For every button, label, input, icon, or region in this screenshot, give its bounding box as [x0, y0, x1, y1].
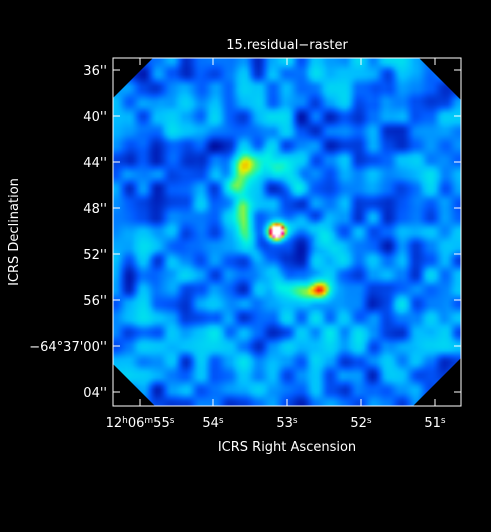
y-tick-label: 56'' [83, 294, 107, 309]
x-axis-label: ICRS Right Ascension [218, 440, 356, 455]
heatmap-raster [113, 58, 461, 406]
y-axis-label: ICRS Declination [7, 178, 22, 286]
y-tick-label: 44'' [83, 156, 107, 171]
heatmap-image [113, 58, 461, 406]
y-tick-label: 36'' [83, 64, 107, 79]
y-ticks: 36'' 40'' 44'' 48'' 52'' 56'' −64°37'00'' 04'' [29, 64, 461, 401]
x-ticks: 12h06m55s 54s 53s 52s 51s [106, 58, 446, 431]
x-tick-label: 53s [276, 416, 298, 431]
x-tick-label: 51s [424, 416, 446, 431]
chart-title: 15.residual−raster [226, 38, 348, 53]
y-tick-label: 04'' [83, 386, 107, 401]
x-tick-label: 54s [202, 416, 224, 431]
y-tick-label: 52'' [83, 248, 107, 263]
x-tick-label: 12h06m55s [106, 416, 175, 431]
y-tick-label: 40'' [83, 110, 107, 125]
x-tick-label: 52s [350, 416, 372, 431]
y-tick-label: −64°37'00'' [29, 340, 107, 355]
y-tick-label: 48'' [83, 202, 107, 217]
